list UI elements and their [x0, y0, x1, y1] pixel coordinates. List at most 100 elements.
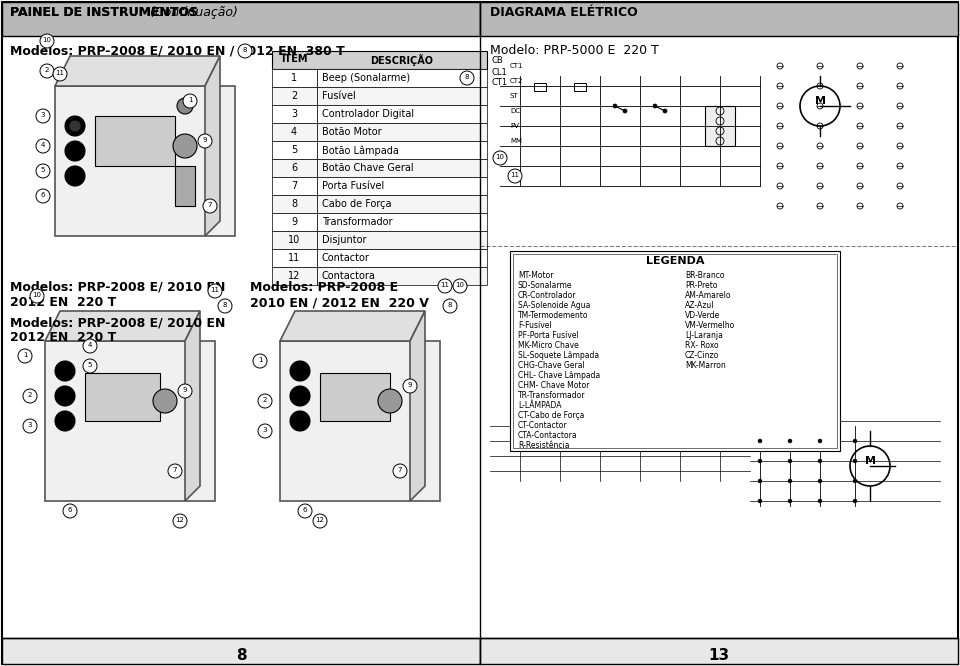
Circle shape — [36, 139, 50, 153]
Text: 7: 7 — [207, 202, 212, 208]
Text: Botão Chave Geral: Botão Chave Geral — [322, 163, 414, 173]
Text: 9: 9 — [408, 382, 412, 388]
Polygon shape — [410, 311, 425, 501]
Circle shape — [758, 479, 762, 483]
Bar — [317, 69, 487, 87]
Text: AM-Amarelo: AM-Amarelo — [685, 291, 732, 300]
Text: CT2: CT2 — [510, 78, 523, 84]
Text: 8: 8 — [291, 199, 297, 209]
Polygon shape — [280, 311, 425, 341]
Bar — [55, 86, 235, 236]
Circle shape — [378, 389, 402, 413]
Bar — [175, 166, 195, 206]
Text: 8: 8 — [236, 648, 247, 663]
Circle shape — [258, 424, 272, 438]
Polygon shape — [45, 311, 200, 341]
Circle shape — [183, 94, 197, 108]
Text: CT1: CT1 — [492, 78, 508, 87]
Text: 1: 1 — [291, 73, 297, 83]
Bar — [95, 116, 175, 166]
Circle shape — [83, 359, 97, 373]
Text: CHM- Chave Motor: CHM- Chave Motor — [518, 381, 589, 390]
Text: CB: CB — [492, 56, 504, 65]
Circle shape — [393, 464, 407, 478]
Bar — [317, 195, 487, 213]
Text: 10: 10 — [288, 235, 300, 245]
Text: CZ-Cinzo: CZ-Cinzo — [685, 351, 719, 360]
Circle shape — [443, 299, 457, 313]
Text: CT1: CT1 — [510, 63, 523, 69]
Text: PV: PV — [510, 123, 518, 129]
Bar — [317, 177, 487, 195]
Circle shape — [758, 499, 762, 503]
Circle shape — [853, 479, 857, 483]
Text: 11: 11 — [56, 70, 64, 76]
Bar — [272, 249, 317, 267]
Text: Controlador Digital: Controlador Digital — [322, 109, 414, 119]
Text: MK-Micro Chave: MK-Micro Chave — [518, 341, 579, 350]
Bar — [317, 213, 487, 231]
Polygon shape — [205, 56, 220, 236]
Circle shape — [55, 411, 75, 431]
Text: 13: 13 — [708, 648, 730, 663]
Circle shape — [290, 361, 310, 381]
Text: 5: 5 — [87, 362, 92, 368]
Bar — [272, 105, 317, 123]
Circle shape — [313, 514, 327, 528]
Circle shape — [63, 504, 77, 518]
Text: 1: 1 — [23, 352, 27, 358]
Text: Modelos: PRP-2008 E/ 2010 EN / 2012 EN  380 T: Modelos: PRP-2008 E/ 2010 EN / 2012 EN 3… — [10, 44, 345, 57]
Bar — [272, 69, 317, 87]
Text: 7: 7 — [173, 467, 178, 473]
Bar — [280, 341, 440, 501]
Text: 5: 5 — [41, 167, 45, 173]
Circle shape — [290, 386, 310, 406]
Text: ST: ST — [510, 93, 518, 99]
Circle shape — [788, 499, 792, 503]
Bar — [534, 83, 546, 91]
Text: Transformador: Transformador — [322, 217, 393, 227]
Text: Porta Fusível: Porta Fusível — [322, 181, 384, 191]
Text: 1: 1 — [188, 97, 192, 103]
Bar — [317, 87, 487, 105]
Text: 8: 8 — [243, 47, 248, 53]
Bar — [272, 159, 317, 177]
Text: ITEM: ITEM — [280, 54, 307, 64]
Circle shape — [800, 86, 840, 126]
Bar — [317, 123, 487, 141]
Text: TM-Termodemento: TM-Termodemento — [518, 311, 588, 320]
Text: (Continuação): (Continuação) — [146, 6, 238, 19]
Text: L-LÂMPADA: L-LÂMPADA — [518, 401, 562, 410]
Circle shape — [818, 499, 822, 503]
Circle shape — [36, 164, 50, 178]
Bar — [272, 123, 317, 141]
Text: 3: 3 — [40, 112, 45, 118]
Text: MM: MM — [510, 138, 522, 144]
Circle shape — [258, 394, 272, 408]
Polygon shape — [185, 311, 200, 501]
Text: 2: 2 — [28, 392, 33, 398]
Text: PAINEL DE INSTRUMENTOS: PAINEL DE INSTRUMENTOS — [10, 6, 198, 19]
Text: 3: 3 — [28, 422, 33, 428]
Text: M: M — [865, 456, 876, 466]
Circle shape — [788, 459, 792, 463]
Circle shape — [69, 120, 81, 132]
Circle shape — [850, 446, 890, 486]
Circle shape — [818, 479, 822, 483]
Circle shape — [403, 379, 417, 393]
Circle shape — [18, 349, 32, 363]
Text: R-Resistência: R-Resistência — [518, 441, 569, 450]
Text: PAINEL DE INSTRUMENTOS: PAINEL DE INSTRUMENTOS — [10, 6, 198, 19]
Circle shape — [238, 44, 252, 58]
Text: 6: 6 — [302, 507, 307, 513]
Bar — [317, 249, 487, 267]
Text: CHG-Chave Geral: CHG-Chave Geral — [518, 361, 585, 370]
Text: 9: 9 — [182, 387, 187, 393]
Text: 2: 2 — [45, 67, 49, 73]
Text: 6: 6 — [40, 192, 45, 198]
Bar — [320, 373, 390, 421]
Circle shape — [178, 384, 192, 398]
Circle shape — [30, 289, 44, 303]
Text: 1: 1 — [257, 357, 262, 363]
Text: PF-Porta Fusível: PF-Porta Fusível — [518, 331, 579, 340]
